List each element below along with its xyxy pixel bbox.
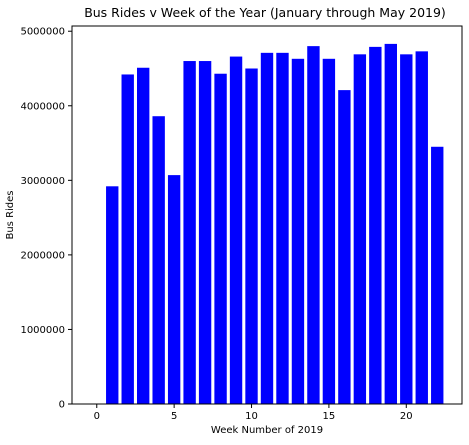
bar-week-15 xyxy=(322,58,336,405)
bar-week-6 xyxy=(183,61,196,404)
y-axis-label: Bus Rides xyxy=(5,190,16,239)
bar-week-5 xyxy=(167,175,181,404)
bar-week-20 xyxy=(400,54,413,404)
x-ticks: 0 5 10 15 20 xyxy=(94,404,413,422)
bar-week-2 xyxy=(121,74,134,405)
chart-title: Bus Rides v Week of the Year (January th… xyxy=(84,5,446,20)
bar-week-21 xyxy=(415,51,428,404)
bar-week-4 xyxy=(152,116,165,405)
bar-week-13 xyxy=(291,58,305,405)
plot-frame xyxy=(71,25,463,405)
y-tick-label-3: 3000000 xyxy=(20,176,65,187)
axes-group xyxy=(71,25,463,405)
bar-week-19 xyxy=(384,43,397,404)
x-tick-label-0: 0 xyxy=(94,411,100,422)
x-tick-label-3: 15 xyxy=(323,411,336,422)
bar-week-16 xyxy=(338,90,351,405)
x-tick-label-1: 5 xyxy=(171,411,177,422)
y-tick-label-1: 1000000 xyxy=(20,325,65,336)
bar-week-12 xyxy=(276,52,289,405)
y-tick-label-2: 2000000 xyxy=(20,250,65,261)
bar-week-3 xyxy=(137,67,150,404)
bar-week-7 xyxy=(198,61,212,404)
bar-week-9 xyxy=(229,56,243,404)
x-axis-label: Week Number of 2019 xyxy=(211,425,323,436)
bar-week-18 xyxy=(369,46,382,404)
bar-week-1 xyxy=(106,186,119,404)
bars-group xyxy=(106,43,444,405)
y-tick-label-4: 4000000 xyxy=(20,101,65,112)
bar-week-17 xyxy=(353,54,367,404)
bar-week-11 xyxy=(260,52,274,405)
x-tick-label-2: 10 xyxy=(245,411,258,422)
bar-week-14 xyxy=(307,46,320,404)
bar-week-8 xyxy=(214,73,227,404)
bar-week-10 xyxy=(245,68,258,404)
bar-week-22 xyxy=(431,146,444,404)
y-tick-label-5: 5000000 xyxy=(20,27,65,38)
x-tick-label-4: 20 xyxy=(400,411,413,422)
y-ticks: 0 1000000 2000000 3000000 4000000 5000000 xyxy=(20,27,72,411)
y-tick-label-0: 0 xyxy=(59,400,65,411)
